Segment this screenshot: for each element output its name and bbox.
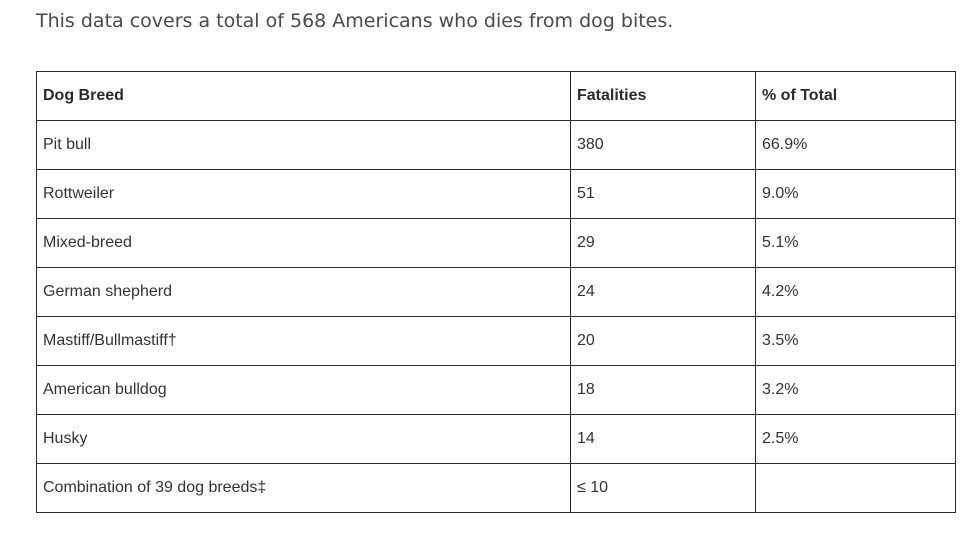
fatalities-cell: 29 <box>570 218 756 268</box>
header-dog-breed: Dog Breed <box>36 71 571 121</box>
table-row: Pit bull 380 66.9% <box>36 120 956 170</box>
fatalities-cell: 51 <box>570 169 756 219</box>
percent-cell: 3.5% <box>755 316 956 366</box>
fatalities-cell: 24 <box>570 267 756 317</box>
fatalities-cell: 380 <box>570 120 756 170</box>
percent-cell: 4.2% <box>755 267 956 317</box>
table-row: American bulldog 18 3.2% <box>36 365 956 415</box>
table-row: German shepherd 24 4.2% <box>36 267 956 317</box>
table-row: Mastiff/Bullmastiff† 20 3.5% <box>36 316 956 366</box>
table-row: Combination of 39 dog breeds‡ ≤ 10 <box>36 463 956 513</box>
breed-cell: Pit bull <box>36 120 571 170</box>
dog-breed-fatalities-table: Dog Breed Fatalities % of Total Pit bull… <box>36 71 956 513</box>
breed-cell: Husky <box>36 414 571 464</box>
percent-cell: 5.1% <box>755 218 956 268</box>
breed-cell: Mixed-breed <box>36 218 571 268</box>
percent-cell: 2.5% <box>755 414 956 464</box>
breed-cell: American bulldog <box>36 365 571 415</box>
percent-cell <box>755 463 956 513</box>
fatalities-cell: 20 <box>570 316 756 366</box>
table-header-row: Dog Breed Fatalities % of Total <box>36 71 956 121</box>
fatalities-cell: 14 <box>570 414 756 464</box>
percent-cell: 66.9% <box>755 120 956 170</box>
breed-cell: German shepherd <box>36 267 571 317</box>
header-fatalities: Fatalities <box>570 71 756 121</box>
percent-cell: 3.2% <box>755 365 956 415</box>
table-row: Mixed-breed 29 5.1% <box>36 218 956 268</box>
fatalities-cell: ≤ 10 <box>570 463 756 513</box>
table-row: Rottweiler 51 9.0% <box>36 169 956 219</box>
header-percent-of-total: % of Total <box>755 71 956 121</box>
breed-cell: Mastiff/Bullmastiff† <box>36 316 571 366</box>
intro-text: This data covers a total of 568 American… <box>36 10 674 32</box>
table-row: Husky 14 2.5% <box>36 414 956 464</box>
fatalities-cell: 18 <box>570 365 756 415</box>
breed-cell: Combination of 39 dog breeds‡ <box>36 463 571 513</box>
percent-cell: 9.0% <box>755 169 956 219</box>
breed-cell: Rottweiler <box>36 169 571 219</box>
